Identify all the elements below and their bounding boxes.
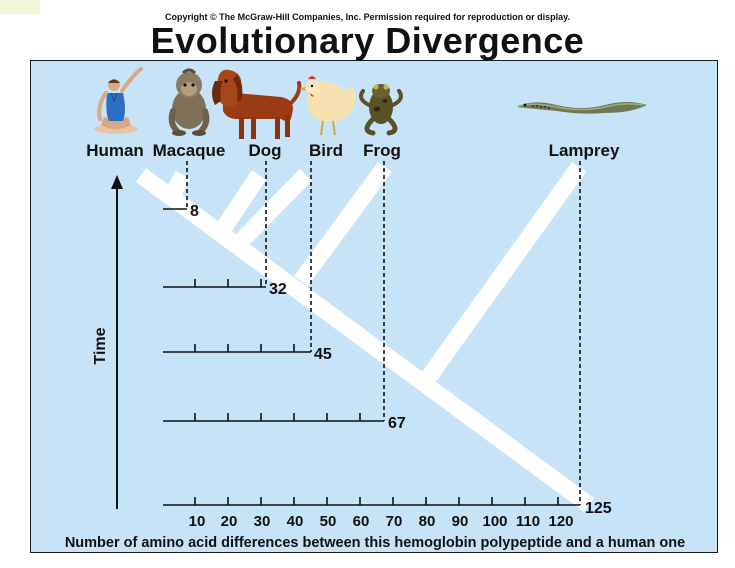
macaque-icon bbox=[168, 68, 210, 136]
tick-label: 40 bbox=[287, 513, 304, 530]
copyright-notice: Copyright © The McGraw-Hill Companies, I… bbox=[164, 12, 571, 22]
phylogenetic-tree bbox=[135, 161, 595, 512]
scale-ticks-dog bbox=[194, 279, 262, 287]
difference-frog: 67 bbox=[388, 415, 406, 432]
macaque-branch bbox=[161, 170, 191, 206]
scale-bars bbox=[163, 208, 580, 506]
bird-icon bbox=[299, 76, 356, 136]
difference-macaque: 8 bbox=[190, 203, 199, 220]
dog-icon bbox=[212, 69, 302, 139]
species-labels: Human Macaque Dog Bird Frog Lamprey bbox=[86, 141, 620, 160]
tick-labels: 10 20 30 40 50 60 70 80 90 100 110 120 bbox=[189, 513, 574, 530]
tick-label: 90 bbox=[452, 513, 469, 530]
dog-branch bbox=[215, 170, 267, 234]
tick-label: 20 bbox=[221, 513, 238, 530]
human-icon bbox=[94, 67, 143, 134]
axis-caption: Number of amino acid differences between… bbox=[65, 535, 685, 551]
scale-ticks-lamprey bbox=[194, 497, 559, 505]
tick-label: 100 bbox=[482, 513, 507, 530]
tick-label: 30 bbox=[254, 513, 271, 530]
difference-markers bbox=[186, 161, 581, 505]
frog-icon bbox=[359, 84, 403, 136]
tick-label: 120 bbox=[548, 513, 573, 530]
species-label-dog: Dog bbox=[248, 141, 281, 160]
difference-lamprey: 125 bbox=[585, 500, 612, 517]
divergence-diagram: Time Human Macaque Dog Bird Frog Lamprey… bbox=[65, 67, 685, 551]
difference-dog: 32 bbox=[269, 281, 287, 298]
tick-label: 10 bbox=[189, 513, 206, 530]
time-label: Time bbox=[92, 327, 109, 364]
species-label-bird: Bird bbox=[309, 141, 343, 160]
corner-mark bbox=[0, 0, 40, 14]
species-label-macaque: Macaque bbox=[153, 141, 226, 160]
tick-label: 60 bbox=[353, 513, 370, 530]
tick-label: 50 bbox=[320, 513, 337, 530]
time-axis: Time bbox=[92, 175, 123, 509]
scale-ticks-bird bbox=[194, 344, 295, 352]
lamprey-icon bbox=[517, 102, 647, 114]
bird-branch bbox=[234, 169, 313, 247]
time-arrow-head bbox=[111, 175, 123, 189]
frog-branch bbox=[294, 161, 392, 287]
tick-label: 80 bbox=[419, 513, 436, 530]
scale-ticks-frog bbox=[194, 413, 361, 421]
diagram-panel: Time Human Macaque Dog Bird Frog Lamprey… bbox=[30, 60, 718, 553]
species-label-frog: Frog bbox=[363, 141, 401, 160]
difference-bird: 45 bbox=[314, 346, 332, 363]
tick-label: 110 bbox=[516, 513, 540, 530]
tick-label: 70 bbox=[386, 513, 403, 530]
lamprey-branch bbox=[419, 162, 586, 386]
species-label-human: Human bbox=[86, 141, 144, 160]
main-trunk-branch bbox=[135, 168, 595, 512]
page-title: Evolutionary Divergence bbox=[150, 20, 585, 61]
difference-labels: 8 32 45 67 125 bbox=[190, 203, 612, 517]
species-label-lamprey: Lamprey bbox=[549, 141, 620, 160]
